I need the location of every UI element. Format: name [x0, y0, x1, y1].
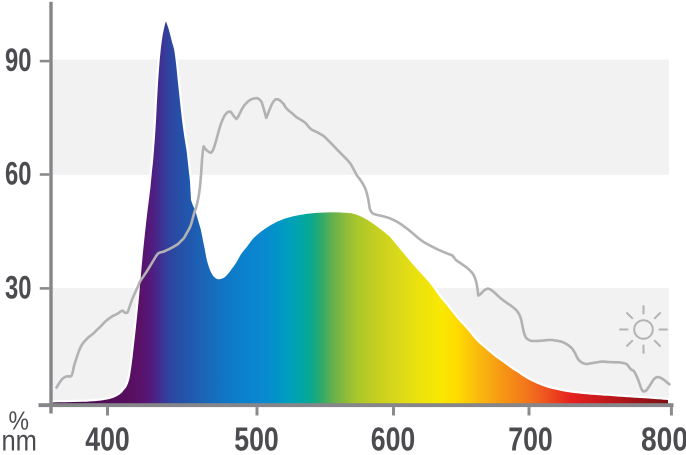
svg-text:%: % [9, 406, 30, 436]
svg-text:400: 400 [85, 421, 130, 455]
svg-text:700: 700 [508, 421, 553, 455]
svg-text:nm: nm [1, 424, 37, 455]
svg-text:90: 90 [5, 42, 32, 78]
svg-text:500: 500 [234, 421, 279, 455]
svg-text:30: 30 [5, 269, 32, 305]
svg-text:600: 600 [371, 421, 416, 455]
svg-text:60: 60 [5, 155, 32, 191]
svg-text:800: 800 [641, 421, 686, 455]
